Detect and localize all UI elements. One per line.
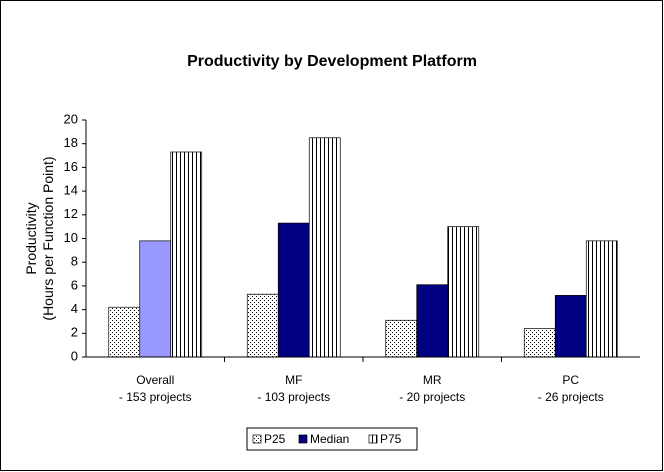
y-tick-label: 16 <box>64 159 78 174</box>
y-axis-label: Productivity(Hours per Function Point) <box>23 156 56 320</box>
y-tick-label: 20 <box>64 111 78 126</box>
bar <box>308 137 341 358</box>
bar <box>108 306 141 358</box>
y-tick-label: 2 <box>71 325 78 340</box>
y-tick-label: 0 <box>71 348 78 363</box>
y-tick-label: 10 <box>64 230 78 245</box>
x-tick-label-line: PC <box>562 373 579 387</box>
bar <box>554 295 587 358</box>
legend-label: Median <box>310 432 349 446</box>
x-tick-label: MF - 103 projects <box>257 373 330 404</box>
legend-box <box>246 427 418 451</box>
bar <box>170 151 203 358</box>
legend-label: P25 <box>264 432 286 446</box>
x-tick-label-line: - 20 projects <box>399 390 465 404</box>
y-tick-label: 4 <box>71 301 78 316</box>
x-tick-label-line: - 103 projects <box>257 390 330 404</box>
bar <box>416 284 449 358</box>
chart-title: Productivity by Development Platform <box>187 53 477 70</box>
bar <box>385 319 418 358</box>
x-tick-label-line: - 26 projects <box>538 390 604 404</box>
bar <box>585 240 618 358</box>
x-tick-label-line: - 153 projects <box>119 390 192 404</box>
y-tick-label: 8 <box>71 254 78 269</box>
y-tick-label: 18 <box>64 135 78 150</box>
y-tick-label: 12 <box>64 206 78 221</box>
legend-swatch <box>298 434 308 444</box>
y-axis-label-line: (Hours per Function Point) <box>40 156 56 320</box>
bar <box>277 222 310 358</box>
y-tick-label: 14 <box>64 183 78 198</box>
x-tick-label: PC - 26 projects <box>538 373 604 404</box>
bar <box>246 293 279 358</box>
x-tick-label-line: MF <box>285 373 302 387</box>
x-tick-label-line: Overall <box>136 373 174 387</box>
legend-label: P75 <box>380 432 402 446</box>
y-axis-label-line: Productivity <box>23 202 39 274</box>
x-tick-label-line: MR <box>423 373 442 387</box>
legend-swatch <box>252 434 262 444</box>
y-tick-label: 6 <box>71 277 78 292</box>
bar <box>139 240 172 358</box>
x-tick-label: MR - 20 projects <box>399 373 465 404</box>
bar <box>447 226 480 358</box>
legend-swatch <box>368 434 378 444</box>
bar <box>523 328 556 358</box>
x-tick-label: Overall - 153 projects <box>119 373 192 404</box>
